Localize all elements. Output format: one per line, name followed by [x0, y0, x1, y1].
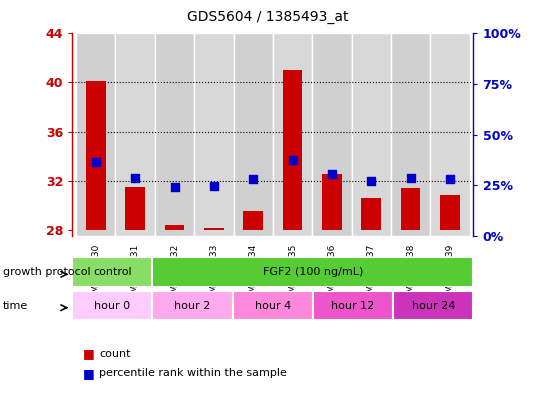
FancyBboxPatch shape — [155, 33, 194, 236]
Text: time: time — [3, 301, 28, 310]
Bar — [233, 291, 313, 320]
Text: hour 0: hour 0 — [94, 301, 131, 310]
Point — [91, 159, 100, 165]
Text: count: count — [99, 349, 131, 359]
Point — [406, 175, 415, 181]
Bar — [322, 174, 342, 230]
Point — [131, 175, 140, 181]
Bar — [282, 70, 302, 230]
Text: GDS5604 / 1385493_at: GDS5604 / 1385493_at — [187, 10, 348, 24]
FancyBboxPatch shape — [76, 33, 116, 236]
Text: ■: ■ — [83, 367, 95, 380]
Bar — [72, 257, 152, 287]
FancyBboxPatch shape — [430, 33, 470, 236]
FancyBboxPatch shape — [273, 33, 312, 236]
Point — [170, 184, 179, 190]
Point — [327, 171, 336, 178]
Bar — [72, 291, 152, 320]
Bar — [152, 257, 473, 287]
Bar — [440, 195, 460, 230]
Point — [249, 176, 257, 182]
FancyBboxPatch shape — [233, 33, 273, 236]
Text: hour 24: hour 24 — [411, 301, 455, 310]
FancyBboxPatch shape — [312, 33, 351, 236]
Text: ■: ■ — [83, 347, 95, 360]
Point — [446, 176, 454, 182]
Text: FGF2 (100 ng/mL): FGF2 (100 ng/mL) — [263, 267, 363, 277]
Bar — [361, 198, 381, 230]
Text: growth protocol: growth protocol — [3, 267, 90, 277]
Text: control: control — [93, 267, 132, 277]
Point — [210, 182, 218, 189]
Text: hour 12: hour 12 — [332, 301, 374, 310]
FancyBboxPatch shape — [194, 33, 233, 236]
FancyBboxPatch shape — [116, 33, 155, 236]
Bar — [86, 81, 106, 230]
Bar — [313, 291, 393, 320]
Bar — [165, 225, 185, 230]
Text: percentile rank within the sample: percentile rank within the sample — [99, 368, 287, 378]
Bar — [401, 188, 421, 230]
Text: hour 4: hour 4 — [255, 301, 291, 310]
Bar — [393, 291, 473, 320]
Text: hour 2: hour 2 — [174, 301, 211, 310]
Point — [367, 178, 376, 184]
Point — [288, 156, 297, 163]
Bar — [125, 187, 145, 230]
Bar — [204, 228, 224, 230]
Bar — [152, 291, 233, 320]
FancyBboxPatch shape — [391, 33, 430, 236]
Bar — [243, 211, 263, 230]
FancyBboxPatch shape — [351, 33, 391, 236]
